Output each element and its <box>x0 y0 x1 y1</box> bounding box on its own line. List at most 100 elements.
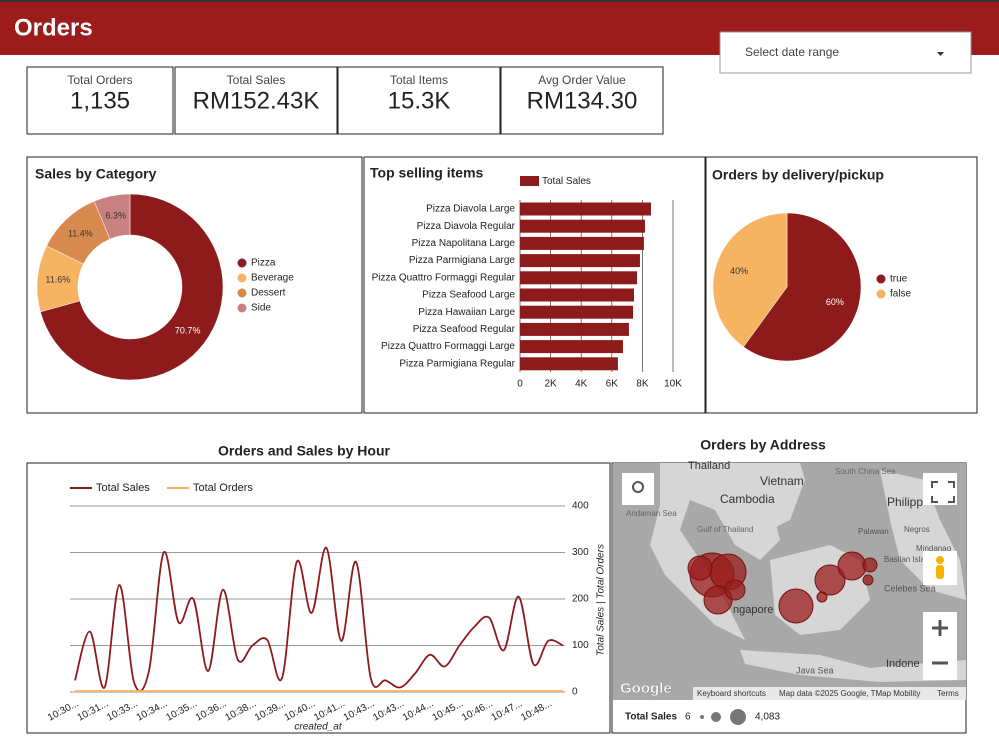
kpi-card <box>174 66 338 135</box>
legend-swatch <box>237 258 247 268</box>
x-tick-label: 2K <box>544 379 557 390</box>
fullscreen-icon[interactable] <box>931 481 955 503</box>
y-tick-label: Pizza Seafood Regular <box>413 324 516 335</box>
kpi-label: Total Sales <box>227 73 286 87</box>
bar <box>520 236 644 250</box>
bar <box>520 271 638 285</box>
y-tick-label: Pizza Diavola Regular <box>417 221 516 232</box>
bar <box>520 219 646 233</box>
pie-slice <box>40 193 224 381</box>
map-attribution[interactable]: Terms <box>937 689 959 698</box>
slice-label: 60% <box>826 297 844 307</box>
slice-label: 70.7% <box>175 325 201 335</box>
fullscreen-button[interactable] <box>923 473 957 505</box>
x-tick-label: 10:43... <box>371 698 406 723</box>
x-tick-label: 10:46... <box>460 698 495 723</box>
bar <box>520 202 651 216</box>
panel <box>363 156 706 414</box>
location-icon[interactable] <box>632 481 644 493</box>
x-tick-label: 8K <box>636 379 649 390</box>
map-place-label: Philipp <box>887 495 923 509</box>
legend-swatch <box>237 273 247 283</box>
x-tick-label: 4K <box>575 379 588 390</box>
x-tick-label: 10:48... <box>519 698 554 723</box>
pegman-icon[interactable] <box>936 556 944 564</box>
slice-label: 11.6% <box>45 275 70 285</box>
bar <box>520 322 629 336</box>
map-place-label: Gulf of Thailand <box>697 525 753 534</box>
date-range-dropdown[interactable] <box>719 31 972 74</box>
bar <box>520 357 618 371</box>
x-tick-label: 10:33... <box>105 698 140 723</box>
map-place-label: Celebes Sea <box>884 583 936 593</box>
header-top-line <box>0 0 999 2</box>
y-tick-label: 0 <box>572 687 578 698</box>
y-tick-label: Pizza Diavola Large <box>426 204 515 215</box>
legend-swatch <box>237 303 247 313</box>
bar <box>520 340 623 354</box>
map-place-label: Palawan <box>858 527 889 536</box>
page-title: Orders <box>14 14 93 41</box>
x-tick-label: 10:41... <box>312 698 347 723</box>
zoom-in[interactable] <box>932 620 948 636</box>
y-axis-title: Total Sales | Total Orders <box>596 544 607 656</box>
kpi-card <box>26 66 174 135</box>
map-place-label: Java Sea <box>796 665 834 675</box>
map-place-label: Andaman Sea <box>626 509 677 518</box>
pie-slice <box>93 193 131 240</box>
chart-title: Orders by delivery/pickup <box>712 167 884 183</box>
slice-label: 40% <box>730 266 748 276</box>
x-tick-label: 10:36... <box>194 698 229 723</box>
x-tick-label: 10:43... <box>342 698 377 723</box>
map-land <box>740 650 966 682</box>
size-legend-dot <box>730 709 746 725</box>
map-place-label: Indone <box>886 658 920 670</box>
map-bubbles <box>687 551 878 624</box>
map-attribution: Map data ©2025 Google, TMap Mobility <box>779 689 920 698</box>
legend-swatch <box>520 176 539 186</box>
kpi-label: Total Orders <box>67 73 132 87</box>
panels <box>26 156 978 734</box>
x-tick-label: 10:34... <box>135 698 170 723</box>
kpi-value: 15.3K <box>388 87 451 114</box>
x-tick-label: 10:35... <box>164 698 199 723</box>
chart-title: Top selling items <box>370 165 484 181</box>
pie-slice <box>743 212 862 362</box>
x-axis-title: created_at <box>294 722 342 733</box>
chart-title: Sales by Category <box>35 166 157 182</box>
legend-label: Total Orders <box>193 482 253 494</box>
x-tick-label: 10:30... <box>46 698 81 723</box>
size-legend-title: Total Sales <box>625 712 677 723</box>
date-range-text[interactable]: Select date range <box>745 45 839 59</box>
map-place-label: Basilan Isla <box>884 555 925 564</box>
x-tick-label: 6K <box>606 379 619 390</box>
y-tick-label: Pizza Parmigiana Regular <box>399 358 515 369</box>
pegman-icon[interactable] <box>936 565 944 579</box>
y-tick-label: Pizza Parmigiana Large <box>409 255 516 266</box>
y-tick-label: 200 <box>572 594 589 605</box>
map-place-label: Mindanao <box>916 544 952 553</box>
location-button[interactable] <box>622 473 654 505</box>
legend-swatch <box>876 274 886 284</box>
y-tick-label: 100 <box>572 640 589 651</box>
legend-label: Dessert <box>251 288 286 299</box>
y-tick-label: Pizza Seafood Large <box>422 290 515 301</box>
bar <box>520 305 634 319</box>
legend-label: false <box>890 289 912 300</box>
map[interactable]: Thailand Vietnam Cambodia South China Sea An… <box>613 460 966 700</box>
size-legend-dot <box>700 715 704 719</box>
panel <box>26 462 611 734</box>
size-legend-min: 6 <box>685 712 691 723</box>
legend-label: Pizza <box>251 258 276 269</box>
y-tick-label: Pizza Quattro Formaggi Regular <box>372 272 516 283</box>
legend-label: Total Sales <box>96 482 150 494</box>
dropdown-arrow[interactable] <box>937 52 944 56</box>
map-logo: Google <box>620 680 672 697</box>
y-tick-label: Pizza Napolitana Large <box>412 238 516 249</box>
chart-title: Orders and Sales by Hour <box>218 443 390 459</box>
kpi-card <box>337 66 501 135</box>
x-tick-label: 10:47... <box>490 698 525 723</box>
kpi-value: 1,135 <box>70 87 130 114</box>
line-series <box>74 546 564 692</box>
